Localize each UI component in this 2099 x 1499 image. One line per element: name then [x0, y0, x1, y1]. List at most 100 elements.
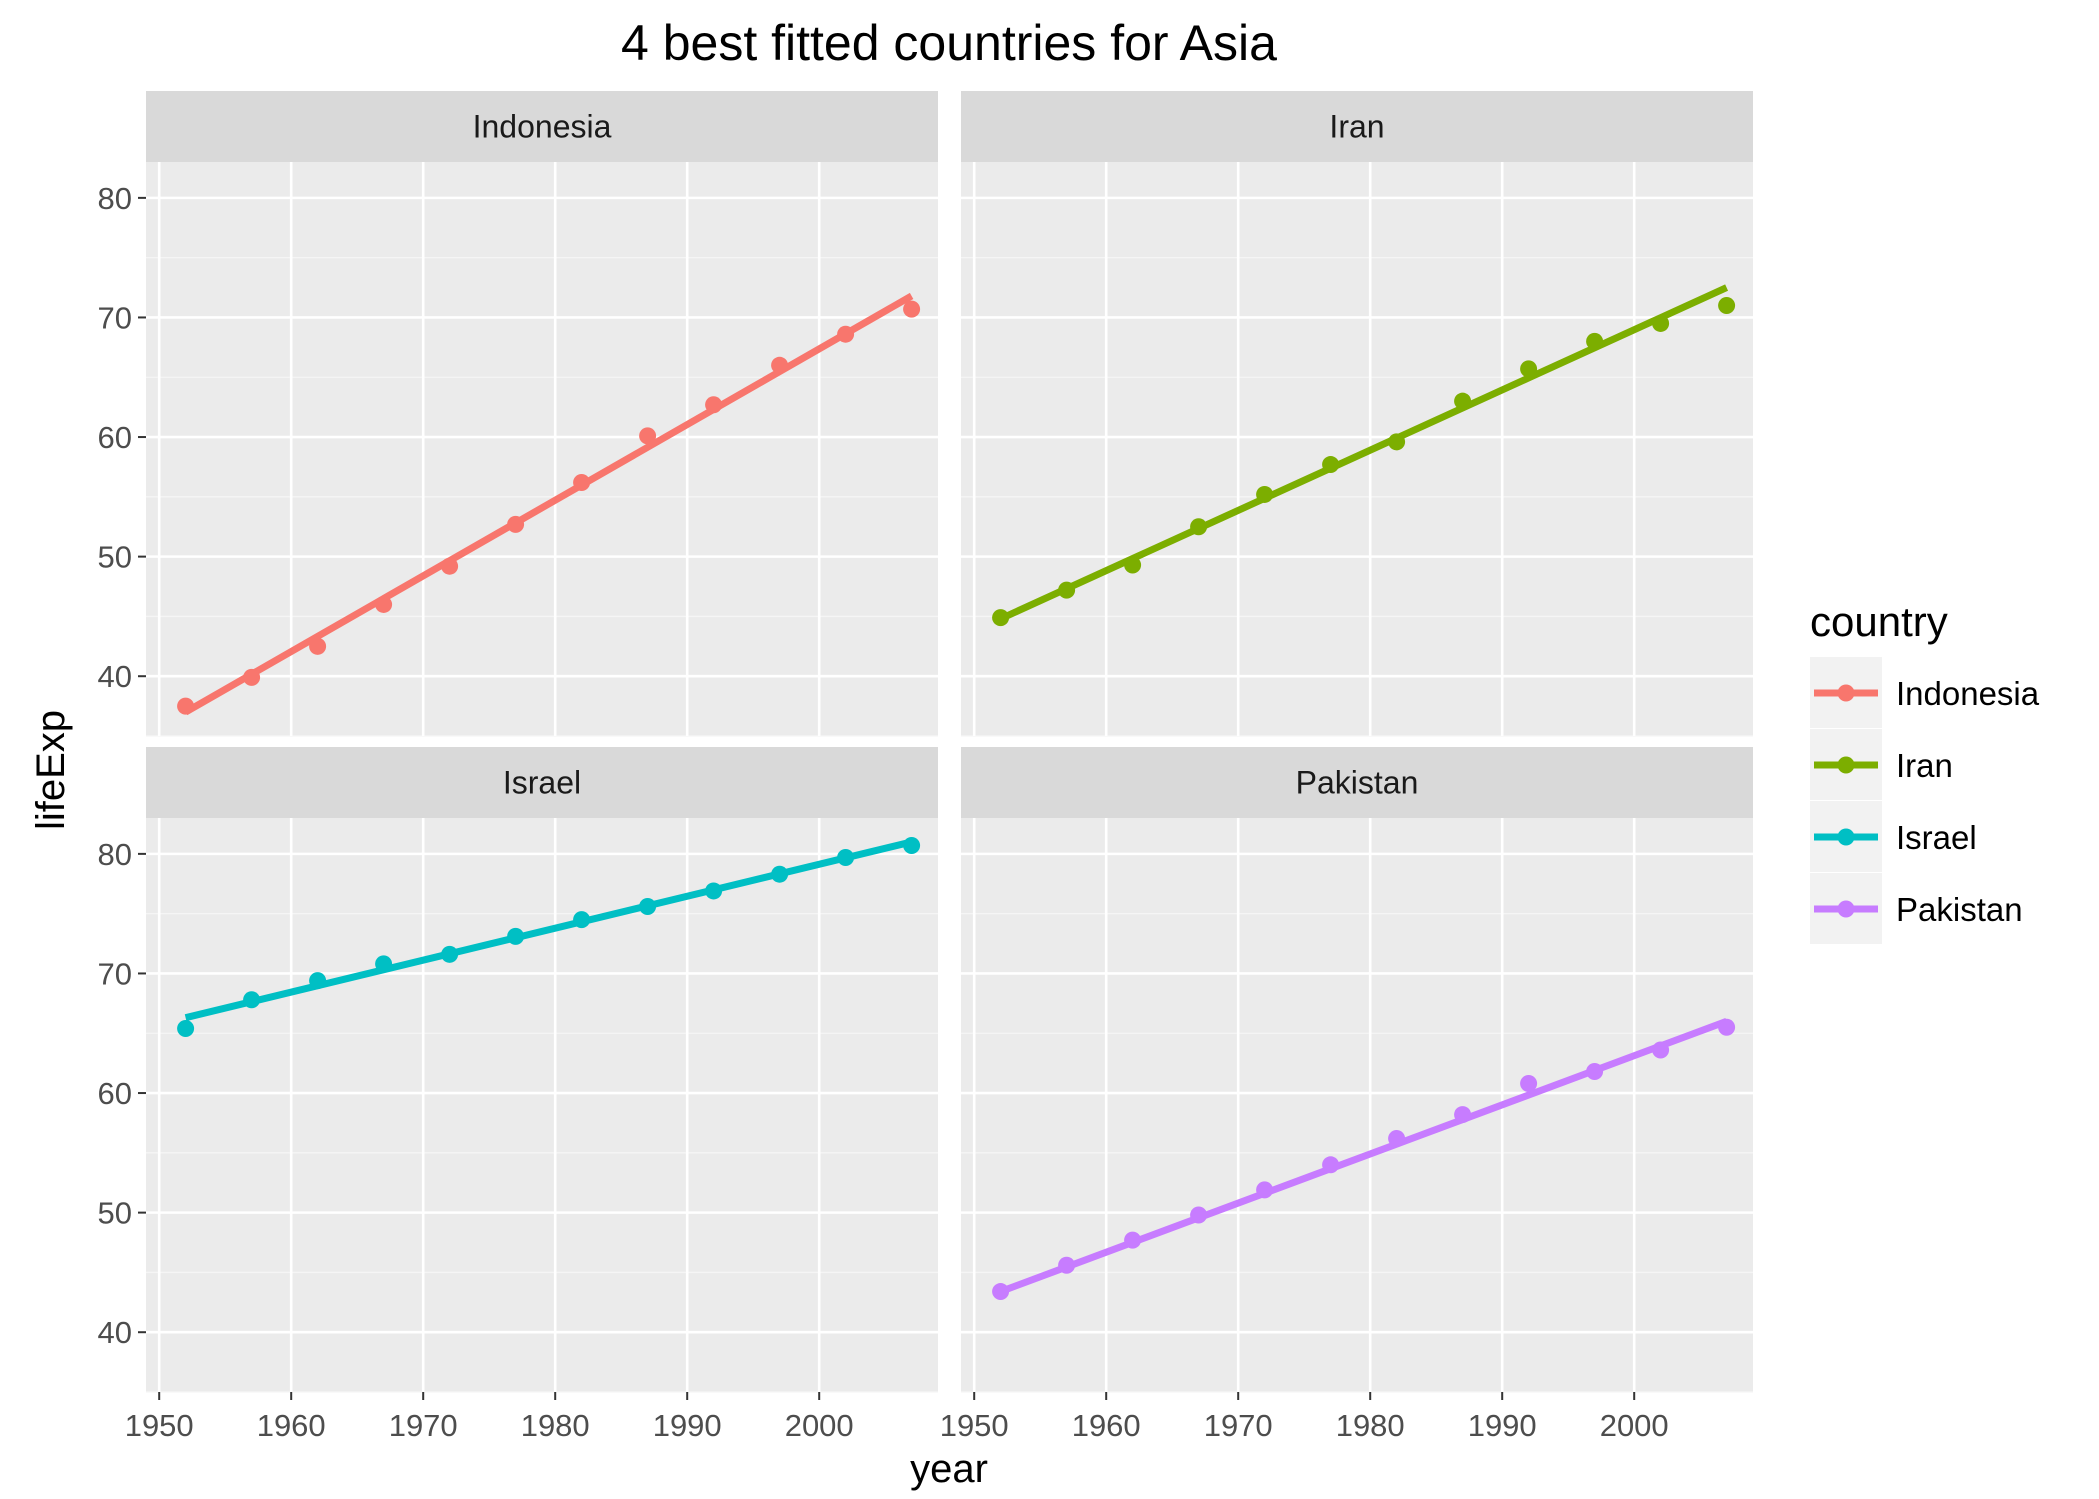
- facet-panel-iran: Iran: [961, 91, 1753, 737]
- facet-strip: [146, 91, 938, 162]
- data-point: [903, 837, 921, 855]
- data-point: [1718, 1018, 1736, 1036]
- data-point: [1718, 297, 1736, 314]
- data-point: [1454, 392, 1472, 410]
- legend-label: Indonesia: [1896, 675, 2040, 712]
- facet-panel-pakistan: Pakistan 1950 1960 1970 1980 1990 2000: [940, 747, 1753, 1443]
- data-point: [1454, 1106, 1472, 1124]
- data-point: [1058, 581, 1076, 599]
- data-point: [1322, 456, 1340, 474]
- data-point: [309, 972, 327, 990]
- y-tick-label: 70: [98, 956, 132, 991]
- x-tick-label: 1950: [940, 1408, 1009, 1443]
- y-tick-label: 80: [98, 837, 132, 872]
- fit-line-indonesia: [183, 292, 914, 716]
- y-tick-label: 40: [98, 1315, 132, 1350]
- x-tick-label: 2000: [785, 1408, 854, 1443]
- data-point: [1124, 556, 1142, 574]
- data-point: [1586, 332, 1604, 350]
- data-point: [441, 945, 459, 963]
- data-point: [1520, 1074, 1538, 1092]
- x-tick-label: 2000: [1600, 1408, 1669, 1443]
- facet-strip-label: Indonesia: [473, 109, 612, 145]
- data-point: [375, 595, 393, 613]
- fit-line-israel: [184, 838, 913, 1022]
- legend-label: Israel: [1896, 819, 1977, 856]
- facet-panels: Indonesia 40 50 60 70 80 Iran Israel 40 50 60 70 80 1…: [98, 91, 1753, 1443]
- data-point: [1256, 485, 1274, 503]
- x-tick-label: 1990: [1468, 1408, 1537, 1443]
- legend-label: Iran: [1896, 747, 1953, 784]
- data-point: [992, 1283, 1010, 1301]
- data-point: [243, 668, 261, 686]
- data-point: [705, 396, 723, 414]
- data-point: [1058, 1256, 1076, 1274]
- x-tick-label: 1960: [1072, 1408, 1141, 1443]
- data-point: [309, 637, 327, 655]
- legend-item-indonesia: Indonesia: [1810, 657, 2040, 728]
- data-point: [1652, 1041, 1670, 1059]
- x-tick-label: 1970: [389, 1408, 458, 1443]
- data-point: [1388, 1129, 1406, 1147]
- data-point: [639, 427, 657, 445]
- legend-title: country: [1810, 598, 1948, 645]
- data-point: [573, 473, 591, 491]
- data-point: [1124, 1231, 1142, 1249]
- y-tick-label: 50: [98, 540, 132, 575]
- legend-item-israel: Israel: [1810, 801, 1977, 872]
- facet-panel-israel: Israel 40 50 60 70 80 1950 1960 1970 1980 1990 2000: [98, 747, 938, 1443]
- data-point: [705, 882, 723, 900]
- y-tick-label: 70: [98, 300, 132, 335]
- data-point: [837, 325, 855, 343]
- facet-strip-label: Pakistan: [1296, 765, 1419, 801]
- data-point: [903, 300, 921, 318]
- x-tick-label: 1980: [1336, 1408, 1405, 1443]
- data-point: [1586, 1063, 1604, 1081]
- data-point: [441, 557, 459, 575]
- legend-key-point: [1837, 756, 1855, 774]
- data-point: [639, 897, 657, 915]
- y-tick-label: 60: [98, 420, 132, 455]
- data-point: [1190, 1206, 1208, 1224]
- fit-line-iran: [999, 284, 1729, 622]
- data-point: [177, 697, 195, 715]
- fit-line-pakistan: [999, 1018, 1728, 1295]
- facet-strip: [961, 91, 1753, 162]
- data-point: [1322, 1156, 1340, 1174]
- x-tick-label: 1960: [257, 1408, 326, 1443]
- facet-panel-indonesia: Indonesia 40 50 60 70 80: [98, 91, 938, 737]
- facet-strip-label: Israel: [503, 765, 581, 801]
- legend-key-point: [1837, 828, 1855, 846]
- data-point: [1520, 360, 1538, 378]
- y-tick-label: 80: [98, 181, 132, 216]
- y-tick-label: 50: [98, 1196, 132, 1231]
- data-point: [375, 955, 393, 973]
- x-tick-label: 1990: [653, 1408, 722, 1443]
- data-point: [573, 911, 591, 929]
- legend-item-iran: Iran: [1810, 729, 1953, 800]
- data-point: [771, 865, 789, 883]
- data-point: [1256, 1181, 1274, 1199]
- y-tick-label: 40: [98, 659, 132, 694]
- facet-strip: [961, 747, 1753, 818]
- legend-key-point: [1837, 900, 1855, 918]
- data-point: [837, 848, 855, 866]
- data-point: [507, 927, 525, 945]
- data-point: [771, 356, 789, 374]
- facet-strip: [146, 747, 938, 818]
- legend-key-point: [1837, 684, 1855, 702]
- x-axis-title: year: [910, 1447, 988, 1491]
- legend: Indonesia Iran Israel Pakistan: [1810, 657, 2040, 944]
- x-tick-label: 1980: [521, 1408, 590, 1443]
- y-tick-label: 60: [98, 1076, 132, 1111]
- data-point: [177, 1019, 195, 1037]
- data-point: [992, 609, 1010, 627]
- data-point: [1652, 314, 1670, 332]
- chart-title: 4 best fitted countries for Asia: [621, 15, 1277, 71]
- data-point: [1190, 518, 1208, 536]
- data-point: [1388, 433, 1406, 451]
- legend-item-pakistan: Pakistan: [1810, 873, 2023, 944]
- facet-strip-label: Iran: [1329, 109, 1384, 145]
- y-axis-title: lifeExp: [29, 710, 73, 830]
